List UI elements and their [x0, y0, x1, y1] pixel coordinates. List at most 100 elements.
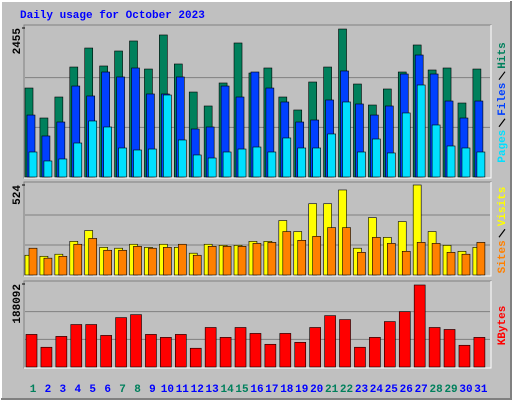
y-tick-label: 2455 [12, 28, 24, 55]
bar [222, 151, 232, 178]
bar [431, 124, 441, 178]
bar [401, 250, 411, 276]
bar [252, 146, 262, 178]
bar [354, 346, 366, 368]
bar [372, 237, 381, 276]
bar [357, 252, 366, 276]
x-tick-label: 30 [459, 384, 472, 396]
bar [85, 324, 98, 368]
bar [178, 243, 187, 276]
legend-label: Hits [497, 42, 509, 68]
x-tick-label: 3 [60, 384, 67, 396]
x-tick-label: 27 [415, 384, 428, 396]
y-tick-label: 188092 [12, 284, 24, 324]
bar [163, 94, 172, 178]
x-tick-label: 1 [30, 384, 37, 396]
panel-highlight [24, 281, 492, 369]
bar [324, 315, 336, 368]
x-tick-label: 10 [161, 384, 174, 396]
bar [28, 247, 38, 276]
x-tick-label: 6 [104, 384, 111, 396]
bar [204, 327, 217, 368]
x-tick-label: 8 [134, 384, 141, 396]
bar [103, 126, 112, 178]
bar [387, 152, 396, 178]
legend-label: Pages [497, 130, 509, 163]
x-tick-label: 15 [235, 384, 249, 396]
bar [398, 311, 411, 368]
bar [267, 242, 277, 276]
bar [312, 147, 321, 178]
bar [237, 148, 247, 178]
bar [55, 336, 68, 368]
legend-separator [498, 71, 506, 81]
legend-label: KBytes [497, 306, 509, 346]
bar [160, 337, 172, 368]
bar [192, 154, 202, 178]
bar [40, 346, 53, 368]
bar [207, 246, 217, 276]
bar [327, 133, 336, 178]
x-tick-label: 28 [430, 384, 444, 396]
bar [264, 343, 277, 368]
bar [249, 333, 262, 368]
x-tick-label: 16 [250, 384, 263, 396]
legend-separator [498, 228, 506, 238]
bar [384, 321, 396, 368]
x-tick-label: 22 [340, 384, 353, 396]
x-tick-label: 4 [74, 384, 81, 396]
bar [461, 253, 471, 276]
chart-title: Daily usage for October 2023 [20, 10, 205, 22]
bar [476, 242, 486, 276]
bar [461, 147, 471, 178]
bar [401, 112, 411, 178]
x-tick-label: 18 [280, 384, 294, 396]
bar [297, 240, 307, 276]
bar [118, 249, 127, 276]
bar [133, 246, 142, 276]
bar [58, 255, 68, 276]
bar [145, 334, 157, 368]
bar [163, 247, 172, 276]
x-tick-label: 19 [295, 384, 308, 396]
bar [416, 242, 426, 276]
bar [431, 243, 441, 276]
bar [357, 151, 366, 178]
x-tick-label: 14 [220, 384, 234, 396]
bar [43, 160, 53, 178]
bar [222, 246, 232, 276]
bar [387, 243, 396, 276]
x-tick-label: 11 [176, 384, 190, 396]
bar [339, 319, 351, 368]
bar [103, 249, 112, 276]
bar [115, 317, 127, 368]
x-tick-label: 29 [444, 384, 457, 396]
bar [178, 139, 187, 178]
bar [297, 147, 307, 178]
bar [73, 243, 83, 276]
bar [175, 334, 187, 368]
bar [428, 327, 441, 368]
bar [294, 341, 307, 368]
bar [70, 324, 83, 368]
bar [130, 314, 142, 368]
x-tick-label: 24 [370, 384, 384, 396]
x-tick-label: 17 [265, 384, 278, 396]
x-tick-label: 26 [400, 384, 413, 396]
bar [28, 151, 38, 178]
bar [446, 252, 456, 276]
bar [189, 347, 202, 368]
bar [476, 151, 486, 178]
bar [25, 334, 38, 368]
x-tick-label: 7 [119, 384, 126, 396]
legend-label: Sites [497, 240, 509, 273]
bar [473, 337, 486, 368]
x-tick-label: 13 [206, 384, 220, 396]
bar [342, 101, 351, 178]
x-tick-label: 9 [149, 384, 156, 396]
bar [416, 84, 426, 178]
bar [252, 243, 262, 276]
bar [133, 149, 142, 178]
bar [413, 284, 426, 368]
